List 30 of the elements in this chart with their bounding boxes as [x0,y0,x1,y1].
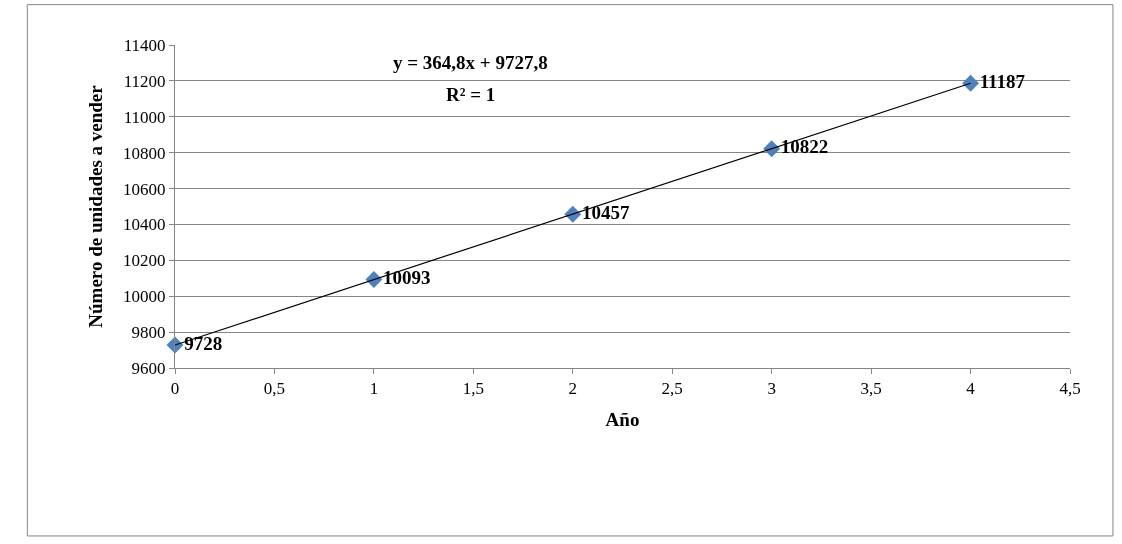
y-tick-label: 9600 [131,358,166,378]
y-tick-label: 11200 [123,71,166,91]
x-tick-label: 4 [966,379,976,399]
y-tick-label: 10200 [123,251,166,271]
point [962,74,980,92]
y-axis-title: Número de unidades a vender [84,84,106,328]
x-axis-title: Año [605,409,640,431]
annotation: y = 364,8x + 9727,8 [393,52,548,73]
x-tick-label: 0,5 [263,379,286,399]
y-tick-label: 10800 [123,143,166,163]
data-label: 10093 [383,267,431,289]
x-tick-label: 2 [568,379,578,399]
y-tick-label: 10400 [123,215,166,235]
x-tick-label: 1,5 [462,379,484,399]
x-tick-label: 3,5 [860,379,882,399]
data-label: 9728 [184,332,223,354]
y-tick-label: 10600 [123,179,166,199]
data-label: 11187 [979,70,1026,92]
data-label: 10457 [581,201,630,223]
x-tick-label: 2,5 [661,379,683,399]
y-tick-label: 10000 [123,287,166,307]
x-tick-label: 1 [369,379,379,399]
x-tick-label: 0 [170,379,180,399]
x-tick-label: 3 [767,379,776,399]
annotation: R² = 1 [446,84,496,105]
y-tick-label: 11400 [123,35,166,55]
y-tick-label: 11000 [123,107,166,127]
data-label: 10822 [780,136,829,158]
x-tick-label: 4,5 [1059,379,1081,399]
y-tick-label: 9800 [131,323,166,343]
